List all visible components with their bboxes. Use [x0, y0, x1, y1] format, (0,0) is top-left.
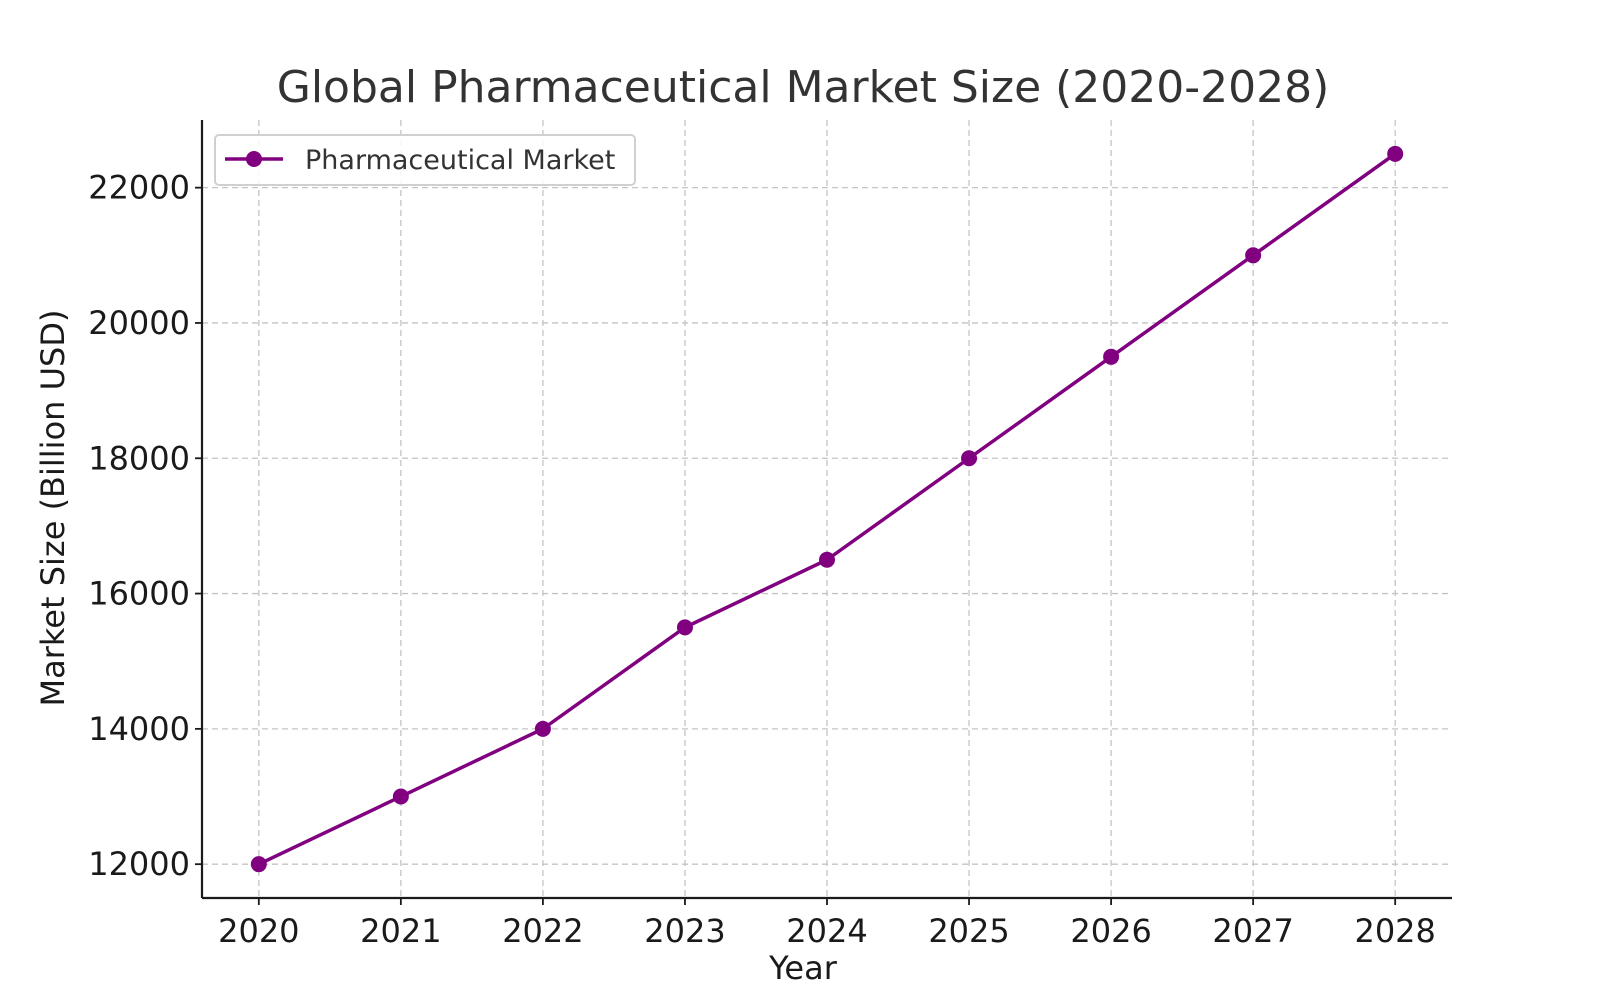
grid: [202, 120, 1452, 898]
x-tick-label-4: 2024: [786, 912, 867, 950]
x-tick-label-8: 2028: [1354, 912, 1435, 950]
x-axis-title: Year: [768, 949, 838, 987]
y-tick-label-4: 20000: [88, 304, 190, 342]
data-point-2023: [676, 619, 693, 636]
data-point-2025: [961, 450, 978, 467]
y-tick-label-2: 16000: [88, 575, 190, 613]
legend-frame: [214, 134, 636, 186]
series-layer: [250, 145, 1404, 873]
x-tick-label-1: 2021: [360, 912, 441, 950]
legend-label: Pharmaceutical Market: [305, 145, 615, 176]
x-tick-label-6: 2026: [1070, 912, 1151, 950]
x-tick-label-5: 2025: [928, 912, 1009, 950]
ticks: 2020 2021 2022 2023 2024 2025 2026 2027 2028 1200…: [88, 169, 1436, 950]
x-tick-label-0: 2020: [218, 912, 299, 950]
x-tick-label-7: 2027: [1212, 912, 1293, 950]
y-tick-label-3: 18000: [88, 439, 190, 477]
data-point-2020: [250, 856, 267, 873]
legend-point-marker: [246, 151, 262, 167]
chart-title: Global Pharmaceutical Market Size (2020-…: [277, 62, 1330, 113]
data-point-2024: [819, 551, 835, 568]
legend: Pharmaceutical Market: [214, 134, 636, 186]
data-point-2028: [1387, 145, 1404, 162]
x-tick-label-3: 2023: [644, 912, 725, 950]
y-axis-title: Market Size (Billion USD): [34, 310, 72, 707]
data-point-2022: [534, 720, 551, 737]
x-tick-label-2: 2022: [502, 912, 583, 950]
y-tick-label-5: 22000: [88, 169, 190, 207]
y-tick-label-0: 12000: [88, 845, 190, 883]
data-point-2021: [392, 788, 409, 805]
data-point-2027: [1245, 247, 1262, 264]
y-tick-label-1: 14000: [88, 710, 190, 748]
data-point-2026: [1103, 348, 1120, 365]
